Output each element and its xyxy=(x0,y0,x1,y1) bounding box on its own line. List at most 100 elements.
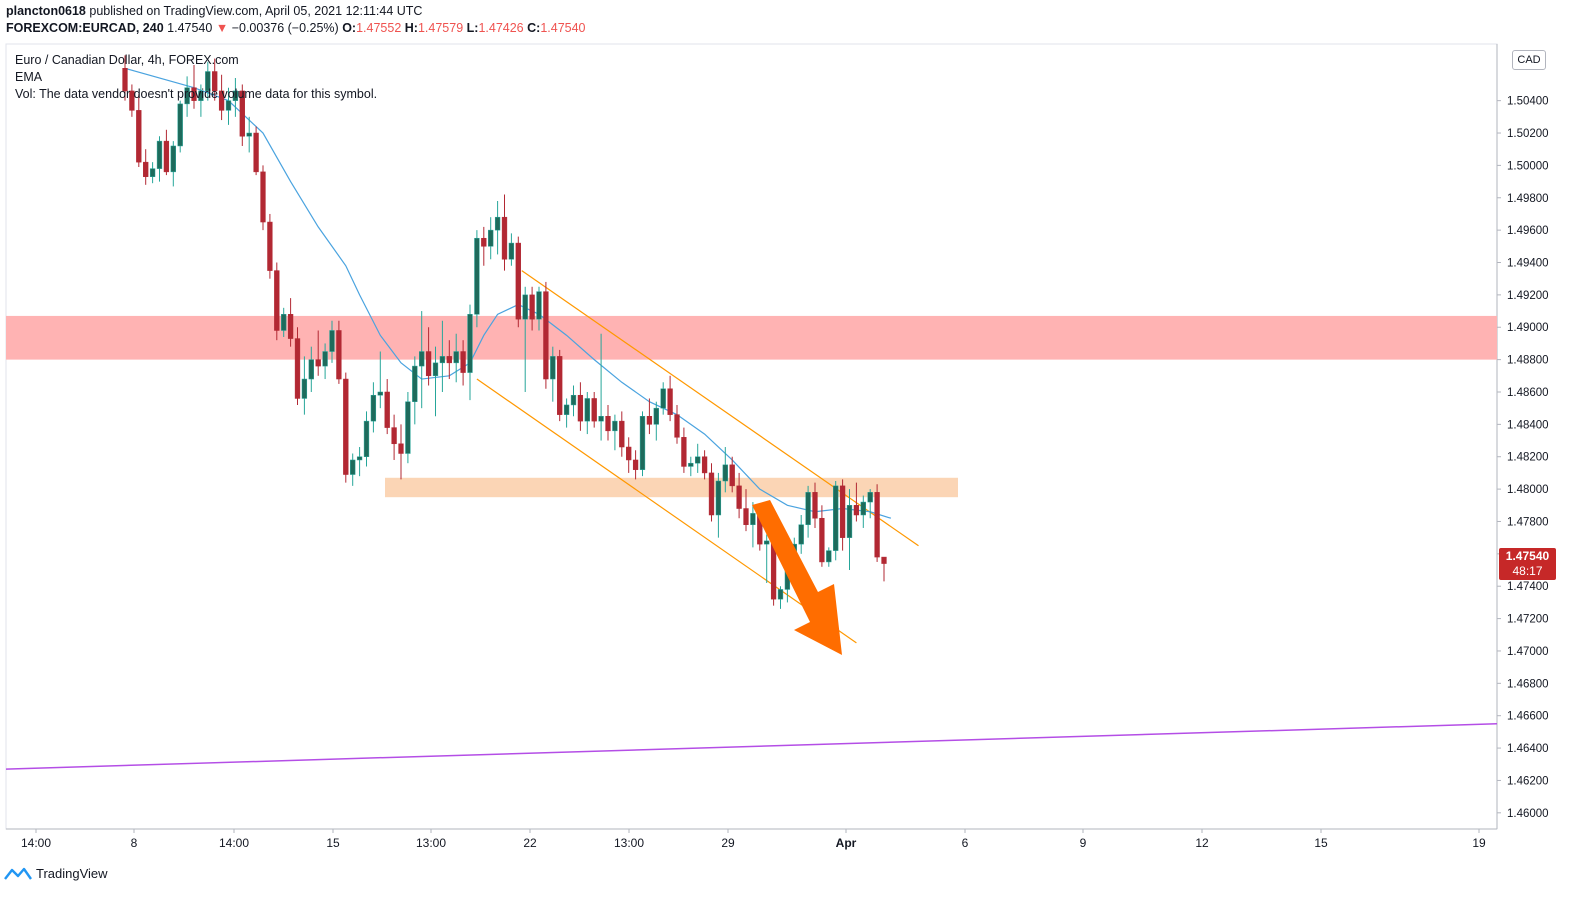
footer-brand[interactable]: TradingView xyxy=(4,866,108,881)
candle xyxy=(715,472,722,538)
candle-body xyxy=(750,513,756,525)
author-name[interactable]: plancton0618 xyxy=(6,4,86,18)
candle-body xyxy=(384,391,390,428)
candle-body xyxy=(653,407,659,425)
chart-frame xyxy=(5,43,1498,830)
candle-body xyxy=(626,446,632,461)
x-tick-label: 6 xyxy=(962,836,969,850)
published-text: published on TradingView.com, April 05, … xyxy=(89,4,423,18)
candle-body xyxy=(143,161,149,177)
candle xyxy=(577,382,584,431)
candle xyxy=(377,351,383,409)
candle xyxy=(743,489,749,532)
price-change: −0.00376 (−0.25%) xyxy=(231,21,339,35)
candle-body xyxy=(391,427,397,445)
candle-body xyxy=(860,501,866,516)
candle xyxy=(232,77,239,117)
y-tick-label: 1.47800 xyxy=(1507,516,1549,528)
y-tick-label: 1.48200 xyxy=(1507,452,1549,464)
candle xyxy=(246,116,252,153)
candle xyxy=(260,165,266,231)
candle xyxy=(170,141,176,187)
candle-body xyxy=(343,378,349,475)
candle xyxy=(329,320,335,363)
candle-body xyxy=(833,485,839,551)
open-label: O: xyxy=(342,21,357,35)
candle xyxy=(398,424,404,480)
candle-body xyxy=(308,359,314,380)
candle xyxy=(660,382,666,415)
candle-body xyxy=(715,480,722,516)
candle-body xyxy=(867,492,873,503)
ema-line xyxy=(124,67,892,519)
candle-body xyxy=(522,294,528,320)
currency-label[interactable]: CAD xyxy=(1512,50,1546,70)
resistance-zone xyxy=(6,315,1497,360)
y-tick-label: 1.47400 xyxy=(1507,581,1549,593)
candle-body xyxy=(315,359,321,367)
y-tick-label: 1.48800 xyxy=(1507,355,1549,367)
candle xyxy=(212,58,218,101)
x-tick-label: 8 xyxy=(131,836,138,850)
candle-body xyxy=(826,550,832,563)
candle-body xyxy=(198,90,204,101)
candle xyxy=(315,330,321,376)
x-tick-label: Apr xyxy=(836,836,857,850)
candle xyxy=(218,74,225,121)
candle xyxy=(750,502,756,548)
candle-body xyxy=(239,90,245,137)
symbol-label: FOREXCOM:EURCAD, 240 xyxy=(6,21,164,35)
candle xyxy=(336,320,342,384)
candle xyxy=(536,286,542,331)
candle xyxy=(701,450,708,480)
y-tick-label: 1.48400 xyxy=(1507,419,1549,431)
candle xyxy=(205,61,211,101)
y-tick-label: 1.48000 xyxy=(1507,484,1549,496)
candle-body xyxy=(839,485,846,538)
candle xyxy=(267,213,273,279)
candle-body xyxy=(681,437,687,467)
candle-body xyxy=(529,294,535,320)
candle-body xyxy=(557,356,563,415)
candle xyxy=(432,346,439,417)
candle xyxy=(846,489,853,571)
candle-body xyxy=(764,540,770,545)
candle-body xyxy=(287,314,294,339)
candle-body xyxy=(881,556,887,564)
x-tick-label: 22 xyxy=(523,836,537,850)
candle xyxy=(805,485,811,538)
candle-body xyxy=(377,391,383,396)
candle-body xyxy=(225,100,232,111)
y-tick-label: 1.46600 xyxy=(1507,711,1549,723)
legend-ema[interactable]: EMA xyxy=(15,70,43,84)
candle xyxy=(143,149,149,185)
candle xyxy=(384,379,390,435)
y-tick-label: 1.50200 xyxy=(1507,128,1549,140)
legend-title[interactable]: Euro / Canadian Dollar, 4h, FOREX.com xyxy=(15,53,239,67)
candle-body xyxy=(405,401,411,454)
candle-body xyxy=(156,140,163,169)
candle-body xyxy=(494,216,501,231)
candle xyxy=(529,286,535,331)
candle xyxy=(350,453,356,486)
candle xyxy=(612,414,618,451)
x-tick-label: 14:00 xyxy=(21,836,51,850)
candle xyxy=(156,136,163,182)
candle xyxy=(729,456,735,493)
candle xyxy=(522,286,528,392)
candle xyxy=(646,398,653,435)
channel-upper-line xyxy=(521,270,919,547)
y-tick-label: 1.46200 xyxy=(1507,775,1549,787)
candle-body xyxy=(563,404,570,415)
candle-body xyxy=(439,356,446,364)
y-tick-label: 1.49200 xyxy=(1507,290,1549,302)
candle-body xyxy=(370,394,377,422)
candle xyxy=(543,281,549,389)
candle xyxy=(812,482,818,528)
legend-volume[interactable]: Vol: The data vendor doesn't provide vol… xyxy=(15,87,378,101)
candle xyxy=(681,427,687,473)
candle-body xyxy=(170,145,176,173)
candle-body xyxy=(260,171,266,223)
candle xyxy=(736,472,742,519)
